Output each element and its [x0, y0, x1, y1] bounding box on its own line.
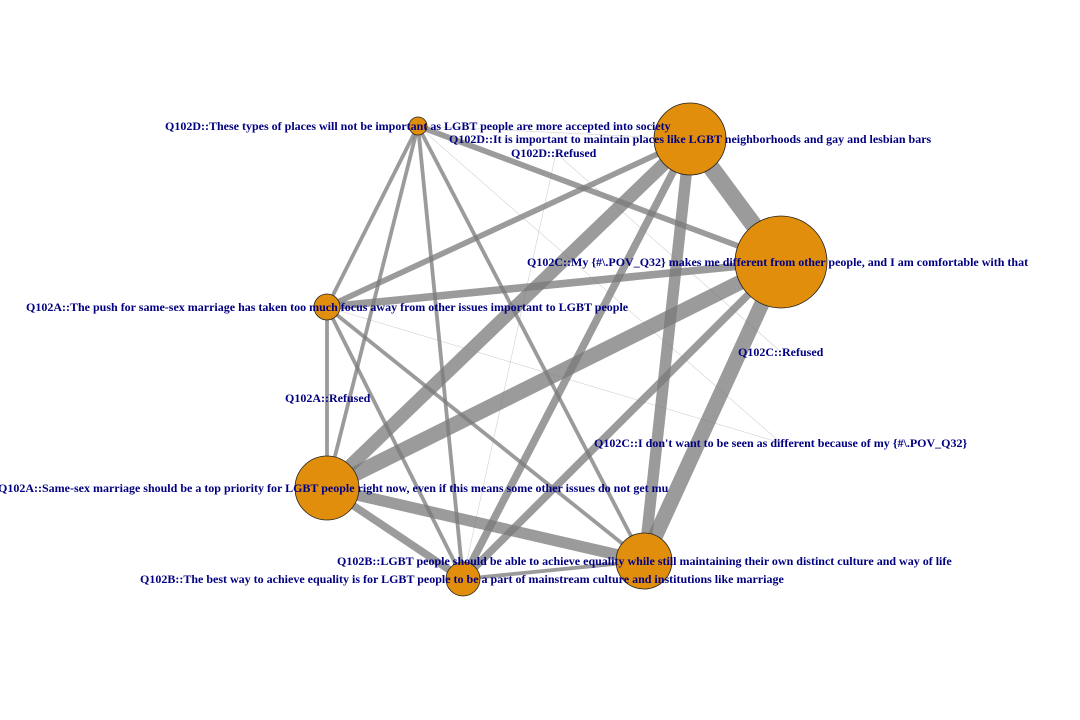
node-label-q102c_refused: Q102C::Refused	[738, 345, 824, 359]
edge-q102d_important-q102b_mainstream	[459, 137, 694, 581]
edge-q102d_not_important-q102a_push	[325, 125, 420, 308]
node-label-q102c_dont_want: Q102C::I don't want to be seen as differ…	[594, 436, 967, 450]
node-q102c_different[interactable]	[734, 215, 828, 309]
node-label-q102d_important: Q102D::It is important to maintain place…	[449, 132, 932, 146]
edge-q102b_distinct-q102b_mainstream	[462, 559, 645, 581]
node-label-q102d_not_important: Q102D::These types of places will not be…	[165, 119, 671, 133]
node-q102b_mainstream[interactable]	[445, 561, 481, 597]
node-label-q102d_refused: Q102D::Refused	[511, 146, 597, 160]
edge-q102d_not_important-q102a_priority	[325, 125, 420, 489]
edge-q102d_refused-q102c_refused	[555, 152, 782, 353]
node-label-q102a_priority: Q102A::Same-sex marriage should be a top…	[0, 481, 669, 495]
edge-q102d_important-q102b_distinct	[638, 138, 696, 562]
edge-q102c_different-q102a_push	[326, 258, 782, 311]
edge-q102a_push-q102b_distinct	[325, 305, 646, 563]
edges-layer	[322, 123, 788, 583]
edge-q102c_different-q102b_mainstream	[460, 259, 784, 582]
labels-layer: Q102D::These types of places will not be…	[0, 119, 1028, 586]
edge-q102a_push-q102b_mainstream	[325, 306, 465, 580]
node-q102b_distinct[interactable]	[615, 532, 673, 590]
node-label-q102a_push: Q102A::The push for same-sex marriage ha…	[26, 300, 629, 314]
edge-q102c_different-q102a_priority	[323, 255, 785, 495]
node-q102a_push[interactable]	[313, 293, 341, 321]
node-q102a_priority[interactable]	[294, 455, 360, 521]
edge-q102c_different-q102b_distinct	[637, 258, 788, 565]
node-label-q102b_mainstream: Q102B::The best way to achieve equality …	[140, 572, 784, 586]
edge-q102d_not_important-q102c_dont_want	[417, 125, 782, 444]
edge-q102d_refused-q102b_mainstream	[462, 152, 557, 580]
node-label-q102a_refused: Q102A::Refused	[285, 391, 371, 405]
edge-q102d_not_important-q102b_distinct	[416, 125, 646, 562]
edge-q102d_not_important-q102d_important	[417, 125, 691, 140]
edge-q102d_not_important-q102c_different	[417, 123, 782, 265]
node-q102d_not_important[interactable]	[408, 116, 428, 136]
node-label-q102b_distinct: Q102B::LGBT people should be able to ach…	[337, 554, 952, 568]
node-q102d_important[interactable]	[653, 102, 727, 176]
edge-q102d_important-q102a_push	[325, 136, 692, 310]
edge-q102a_priority-q102b_distinct	[325, 482, 646, 567]
edge-q102d_not_important-q102b_mainstream	[416, 125, 465, 580]
node-label-q102c_different: Q102C::My {#\.POV_Q32} makes me differen…	[527, 255, 1028, 269]
edge-q102a_push-q102c_dont_want	[326, 306, 782, 444]
nodes-layer	[294, 102, 828, 597]
